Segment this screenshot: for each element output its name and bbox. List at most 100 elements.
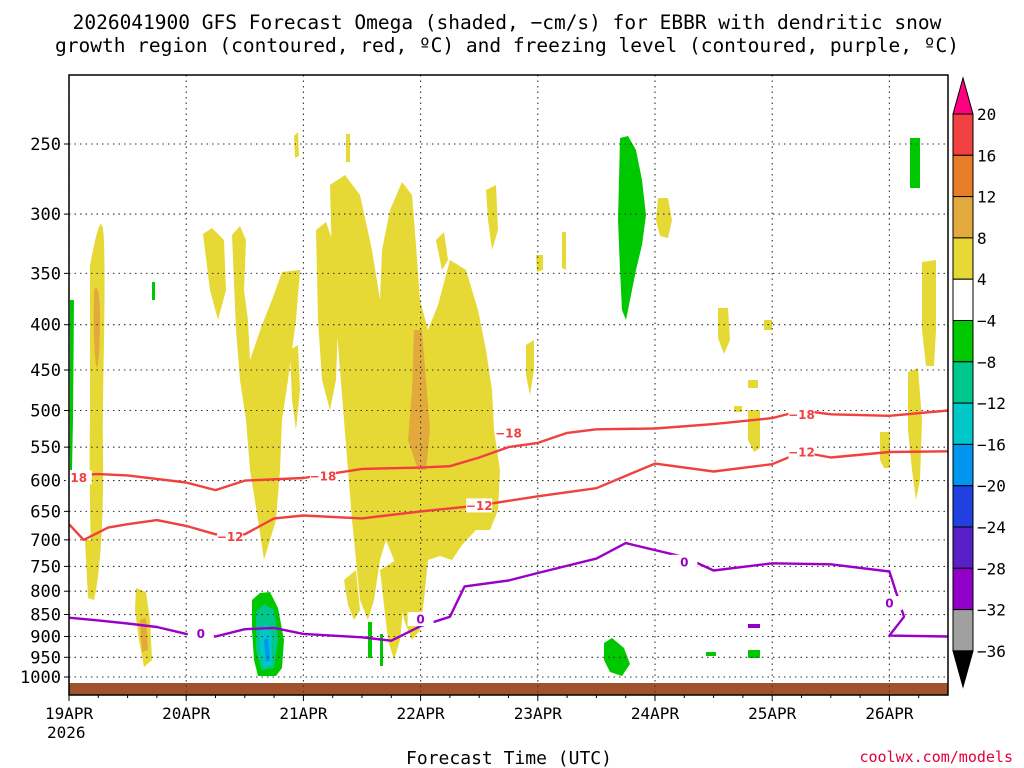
y-tick-label: 850 — [30, 606, 61, 626]
contour-label: −12 — [466, 499, 493, 513]
contour-label: −18 — [310, 470, 337, 484]
colorbar-bin — [952, 361, 974, 404]
shade-blue — [264, 638, 270, 662]
contour-label-bg — [187, 626, 214, 641]
x-tick-label: 23APR — [514, 704, 563, 723]
colorbar-label: −32 — [977, 601, 1006, 620]
contour-label: 0 — [680, 555, 688, 569]
shade-yellow — [232, 226, 300, 560]
y-tick-label: 550 — [30, 438, 61, 458]
shade-yellow — [316, 222, 338, 410]
colorbar-bin — [952, 237, 974, 280]
shade-yellow — [536, 255, 543, 272]
colorbar-label: −28 — [977, 559, 1006, 578]
colorbar-bin — [952, 526, 974, 569]
contour-label: −12 — [217, 530, 244, 544]
contour-label-bg — [217, 529, 244, 544]
y-tick-label: 700 — [30, 531, 61, 551]
shade-yellow — [344, 570, 360, 620]
y-tick-label: 400 — [30, 316, 61, 336]
y-tick-label: 750 — [30, 557, 61, 577]
shade-orange — [408, 330, 430, 470]
contour-label: 0 — [885, 597, 893, 611]
contour-label-bg — [466, 498, 493, 513]
contour-label-bg — [788, 407, 815, 422]
shade-yellow — [718, 308, 730, 354]
contour-label: 18 — [70, 471, 87, 485]
contour-label-bg — [407, 612, 434, 627]
chart-title-line1: 2026041900 GFS Forecast Omega (shaded, −… — [73, 11, 942, 34]
colorbar-bin — [952, 320, 974, 363]
shade-yellow — [290, 345, 300, 430]
contour-label-bg — [309, 469, 336, 484]
shade-green — [368, 622, 372, 658]
colorbar-label: −8 — [977, 353, 996, 372]
x-tick-label: 25APR — [748, 704, 797, 723]
colorbar-bin — [952, 76, 974, 115]
y-tick-label: 950 — [30, 648, 61, 668]
shade-orange — [93, 287, 100, 368]
shade-yellow — [734, 406, 742, 412]
y-tick-label: 600 — [30, 472, 61, 492]
colorbar-label: 20 — [977, 105, 996, 124]
y-tick-label: 650 — [30, 502, 61, 522]
contour-label: −12 — [788, 446, 815, 460]
x-tick-label: 26APR — [865, 704, 914, 723]
shade-yellow — [85, 540, 94, 600]
shade-yellow — [908, 368, 922, 500]
y-tick-label: 300 — [30, 205, 61, 225]
colorbar-bin — [952, 196, 974, 239]
shade-yellow — [656, 198, 672, 238]
shade-yellow — [436, 232, 448, 270]
shade-green — [380, 634, 383, 666]
colorbar-bin — [952, 609, 974, 652]
shade-green — [604, 638, 630, 676]
x-tick-label: 24APR — [631, 704, 680, 723]
colorbar-label: 4 — [977, 270, 987, 289]
contour-label-bg — [495, 425, 522, 440]
x-tick-label: 20APR — [162, 704, 211, 723]
contour-line — [68, 409, 949, 492]
colorbar-label: −24 — [977, 518, 1006, 537]
terrain-bar — [69, 683, 948, 695]
contour-label: 0 — [197, 627, 205, 641]
colorbar-label: −4 — [977, 312, 996, 331]
contour-label: −18 — [495, 426, 522, 440]
contour-label-bg — [65, 470, 92, 485]
y-tick-label: 450 — [30, 361, 61, 381]
colorbar-bin — [952, 650, 974, 689]
colorbar-bin — [952, 485, 974, 528]
colorbar-label: 8 — [977, 229, 987, 248]
chart-title-line2: growth region (contoured, red, ºC) and f… — [55, 34, 959, 57]
colorbar-bin — [952, 443, 974, 487]
shade-yellow — [562, 232, 566, 270]
shade-yellow — [922, 260, 936, 366]
colorbar-label: 12 — [977, 188, 996, 207]
shade-green — [748, 650, 760, 658]
x-tick-label: 21APR — [279, 704, 328, 723]
shade-yellow — [748, 380, 758, 388]
x-tick-label: 19APR — [45, 704, 94, 723]
contour-label: 0 — [416, 613, 424, 627]
shade-yellow — [880, 432, 890, 468]
shade-yellow — [203, 228, 226, 320]
colorbar-label: −16 — [977, 435, 1006, 454]
shade-yellow — [346, 134, 350, 162]
shade-green — [152, 282, 155, 300]
colorbar-bin — [952, 567, 974, 611]
x-tick-label: 22APR — [397, 704, 446, 723]
shade-yellow — [380, 560, 404, 660]
x-axis-label: Forecast Time (UTC) — [406, 748, 612, 768]
colorbar-label: −12 — [977, 394, 1006, 413]
y-tick-label: 900 — [30, 627, 61, 647]
colorbar-bin — [952, 402, 974, 445]
y-tick-label: 800 — [30, 582, 61, 602]
colorbar-bin — [952, 113, 974, 156]
colorbar-bin — [952, 278, 974, 322]
shade-green — [70, 300, 74, 470]
y-tick-label: 500 — [30, 402, 61, 422]
contour-label: −18 — [788, 408, 815, 422]
y-tick-label: 250 — [30, 135, 61, 155]
contour-label-bg — [876, 596, 903, 611]
